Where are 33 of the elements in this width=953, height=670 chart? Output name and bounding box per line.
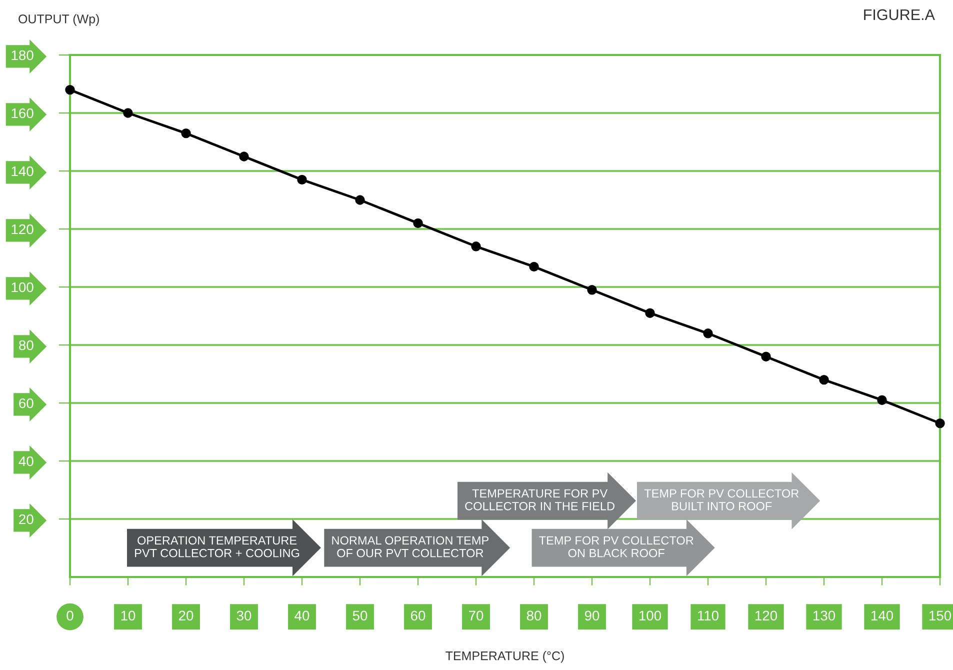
annotation: TEMPERATURE FOR PV COLLECTOR IN THE FIELD xyxy=(465,489,614,510)
x-tick-label: 100 xyxy=(639,610,662,621)
y-tick-label: 120 xyxy=(12,224,34,234)
x-tick-label: 10 xyxy=(121,610,136,621)
x-tick-label: 110 xyxy=(698,610,719,621)
x-tick-label: 30 xyxy=(236,610,252,621)
y-tick-label: 160 xyxy=(12,108,34,118)
annotation: OPERATION TEMPERATURE PVT COLLECTOR + COOLING xyxy=(135,536,300,558)
x-tick-label: 20 xyxy=(178,610,194,621)
y-tick-label: 80 xyxy=(19,340,34,350)
x-tick-label: 70 xyxy=(468,610,484,621)
y-tick-label: 140 xyxy=(12,166,34,176)
x-tick-label: 140 xyxy=(871,610,894,621)
x-axis-title: TEMPERATURE (°C) xyxy=(446,651,564,663)
annotation: TEMP FOR PV COLLECTOR ON BLACK ROOF xyxy=(539,536,694,558)
x-tick-label: 50 xyxy=(352,610,368,621)
annotation: TEMP FOR PV COLLECTOR BUILT INTO ROOF xyxy=(644,489,799,510)
y-tick-label: 20 xyxy=(19,514,34,524)
x-tick-label: 60 xyxy=(410,610,426,621)
annotation: NORMAL OPERATION TEMP OF OUR PVT COLLECTOR xyxy=(332,536,488,558)
x-tick-label: 40 xyxy=(294,610,310,621)
x-tick-label: 130 xyxy=(813,610,836,621)
x-tick-label: 90 xyxy=(584,610,600,621)
y-tick-label: 100 xyxy=(12,282,34,292)
chart-title: FIGURE.A xyxy=(864,9,935,20)
y-tick-label: 180 xyxy=(12,50,34,60)
y-tick-label: 60 xyxy=(19,398,34,408)
x-tick-label: 150 xyxy=(929,610,952,621)
y-tick-label: 40 xyxy=(18,456,34,466)
x-tick-label: 0 xyxy=(66,610,74,621)
x-tick-label: 80 xyxy=(526,610,542,621)
y-axis-title: OUTPUT (Wp) xyxy=(18,14,99,26)
x-tick-label: 120 xyxy=(755,610,778,621)
